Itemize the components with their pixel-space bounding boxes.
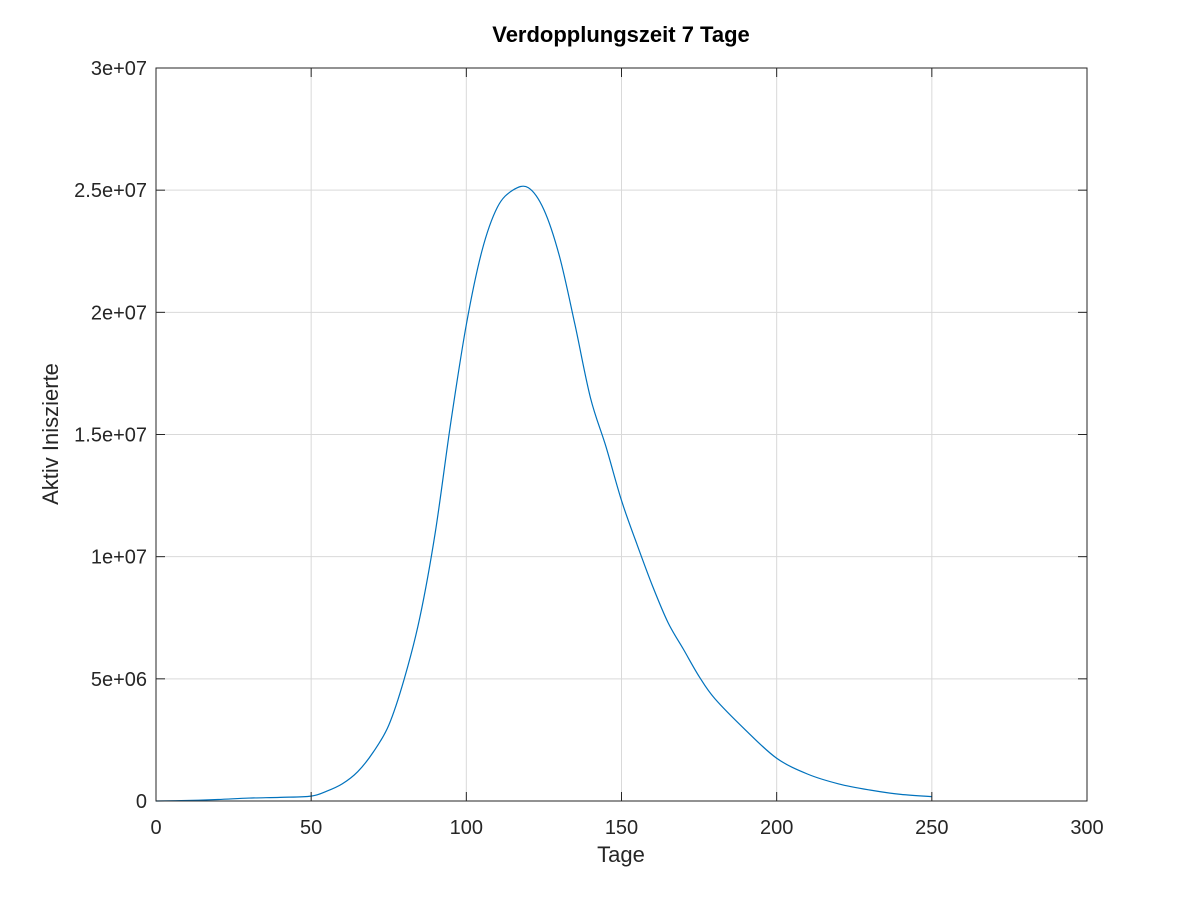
y-tick-label: 1.5e+07	[74, 425, 147, 447]
y-tick-label: 1e+07	[91, 547, 147, 569]
x-tick-label: 200	[760, 817, 793, 839]
data-series	[155, 185, 932, 802]
axis-ticks	[155, 67, 1088, 802]
x-tick-label: 100	[450, 817, 483, 839]
series-line	[155, 185, 932, 802]
y-tick-label: 3e+07	[91, 58, 147, 80]
x-tick-label: 0	[150, 817, 161, 839]
x-tick-label: 250	[915, 817, 948, 839]
x-tick-label: 300	[1070, 817, 1103, 839]
x-tick-label: 50	[300, 817, 322, 839]
y-tick-label: 0	[136, 791, 147, 813]
x-axis-label: Tage	[597, 842, 645, 867]
x-tick-label: 150	[605, 817, 638, 839]
y-tick-label: 2.5e+07	[74, 180, 147, 202]
chart-title: Verdopplungszeit 7 Tage	[492, 22, 750, 47]
y-axis-label: Aktiv Iniszierte	[38, 363, 63, 505]
y-tick-label: 2e+07	[91, 302, 147, 324]
x-tick-labels: 0 50 100 150 200 250 300	[150, 817, 1103, 839]
y-tick-labels: 0 5e+06 1e+07 1.5e+07 2e+07 2.5e+07 3e+07	[74, 58, 147, 813]
y-tick-label: 5e+06	[91, 669, 147, 691]
